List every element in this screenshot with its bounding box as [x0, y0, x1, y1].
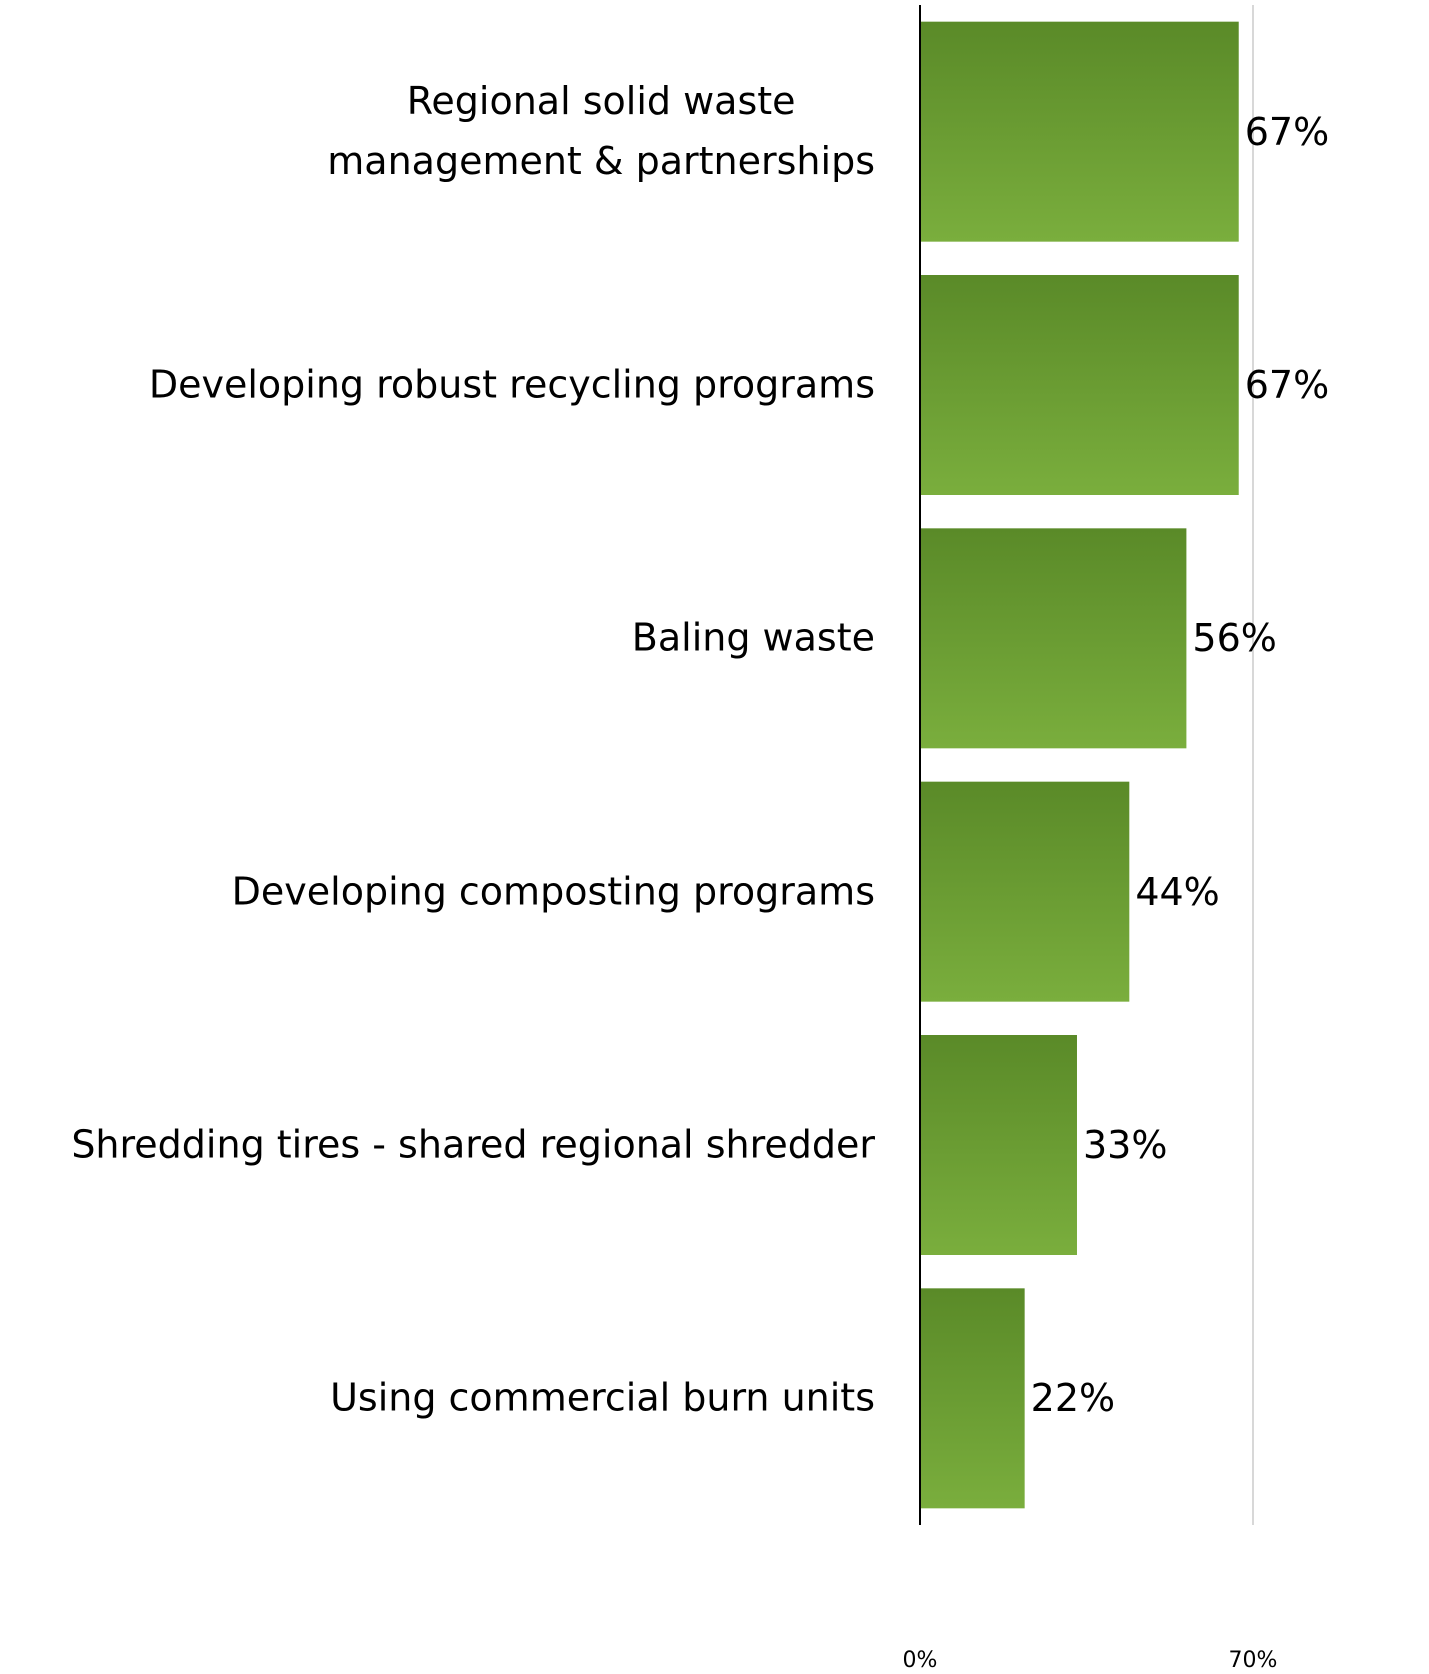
category-label: Shredding tires - shared regional shredd… [71, 1122, 875, 1167]
value-label: 67% [1244, 363, 1330, 407]
category-label: Using commercial burn units [330, 1375, 875, 1420]
bar [920, 781, 1130, 1002]
category-label: Developing composting programs [231, 869, 875, 914]
category-label: Baling waste [631, 615, 875, 660]
category-label: Developing robust recycling programs [148, 362, 875, 407]
bar [920, 21, 1239, 242]
x-tick-label: 70% [1228, 1648, 1278, 1673]
bar [920, 1288, 1025, 1509]
value-label: 67% [1244, 109, 1330, 154]
value-label: 33% [1082, 1123, 1168, 1167]
bar [920, 1035, 1077, 1255]
x-tick-label: 0% [902, 1648, 938, 1673]
bar [920, 528, 1187, 749]
category-label: Regional solid waste management & partne… [327, 78, 875, 184]
value-label: 56% [1192, 616, 1277, 661]
value-label: 22% [1030, 1376, 1116, 1421]
bar [920, 275, 1239, 495]
value-label: 44% [1135, 869, 1220, 914]
